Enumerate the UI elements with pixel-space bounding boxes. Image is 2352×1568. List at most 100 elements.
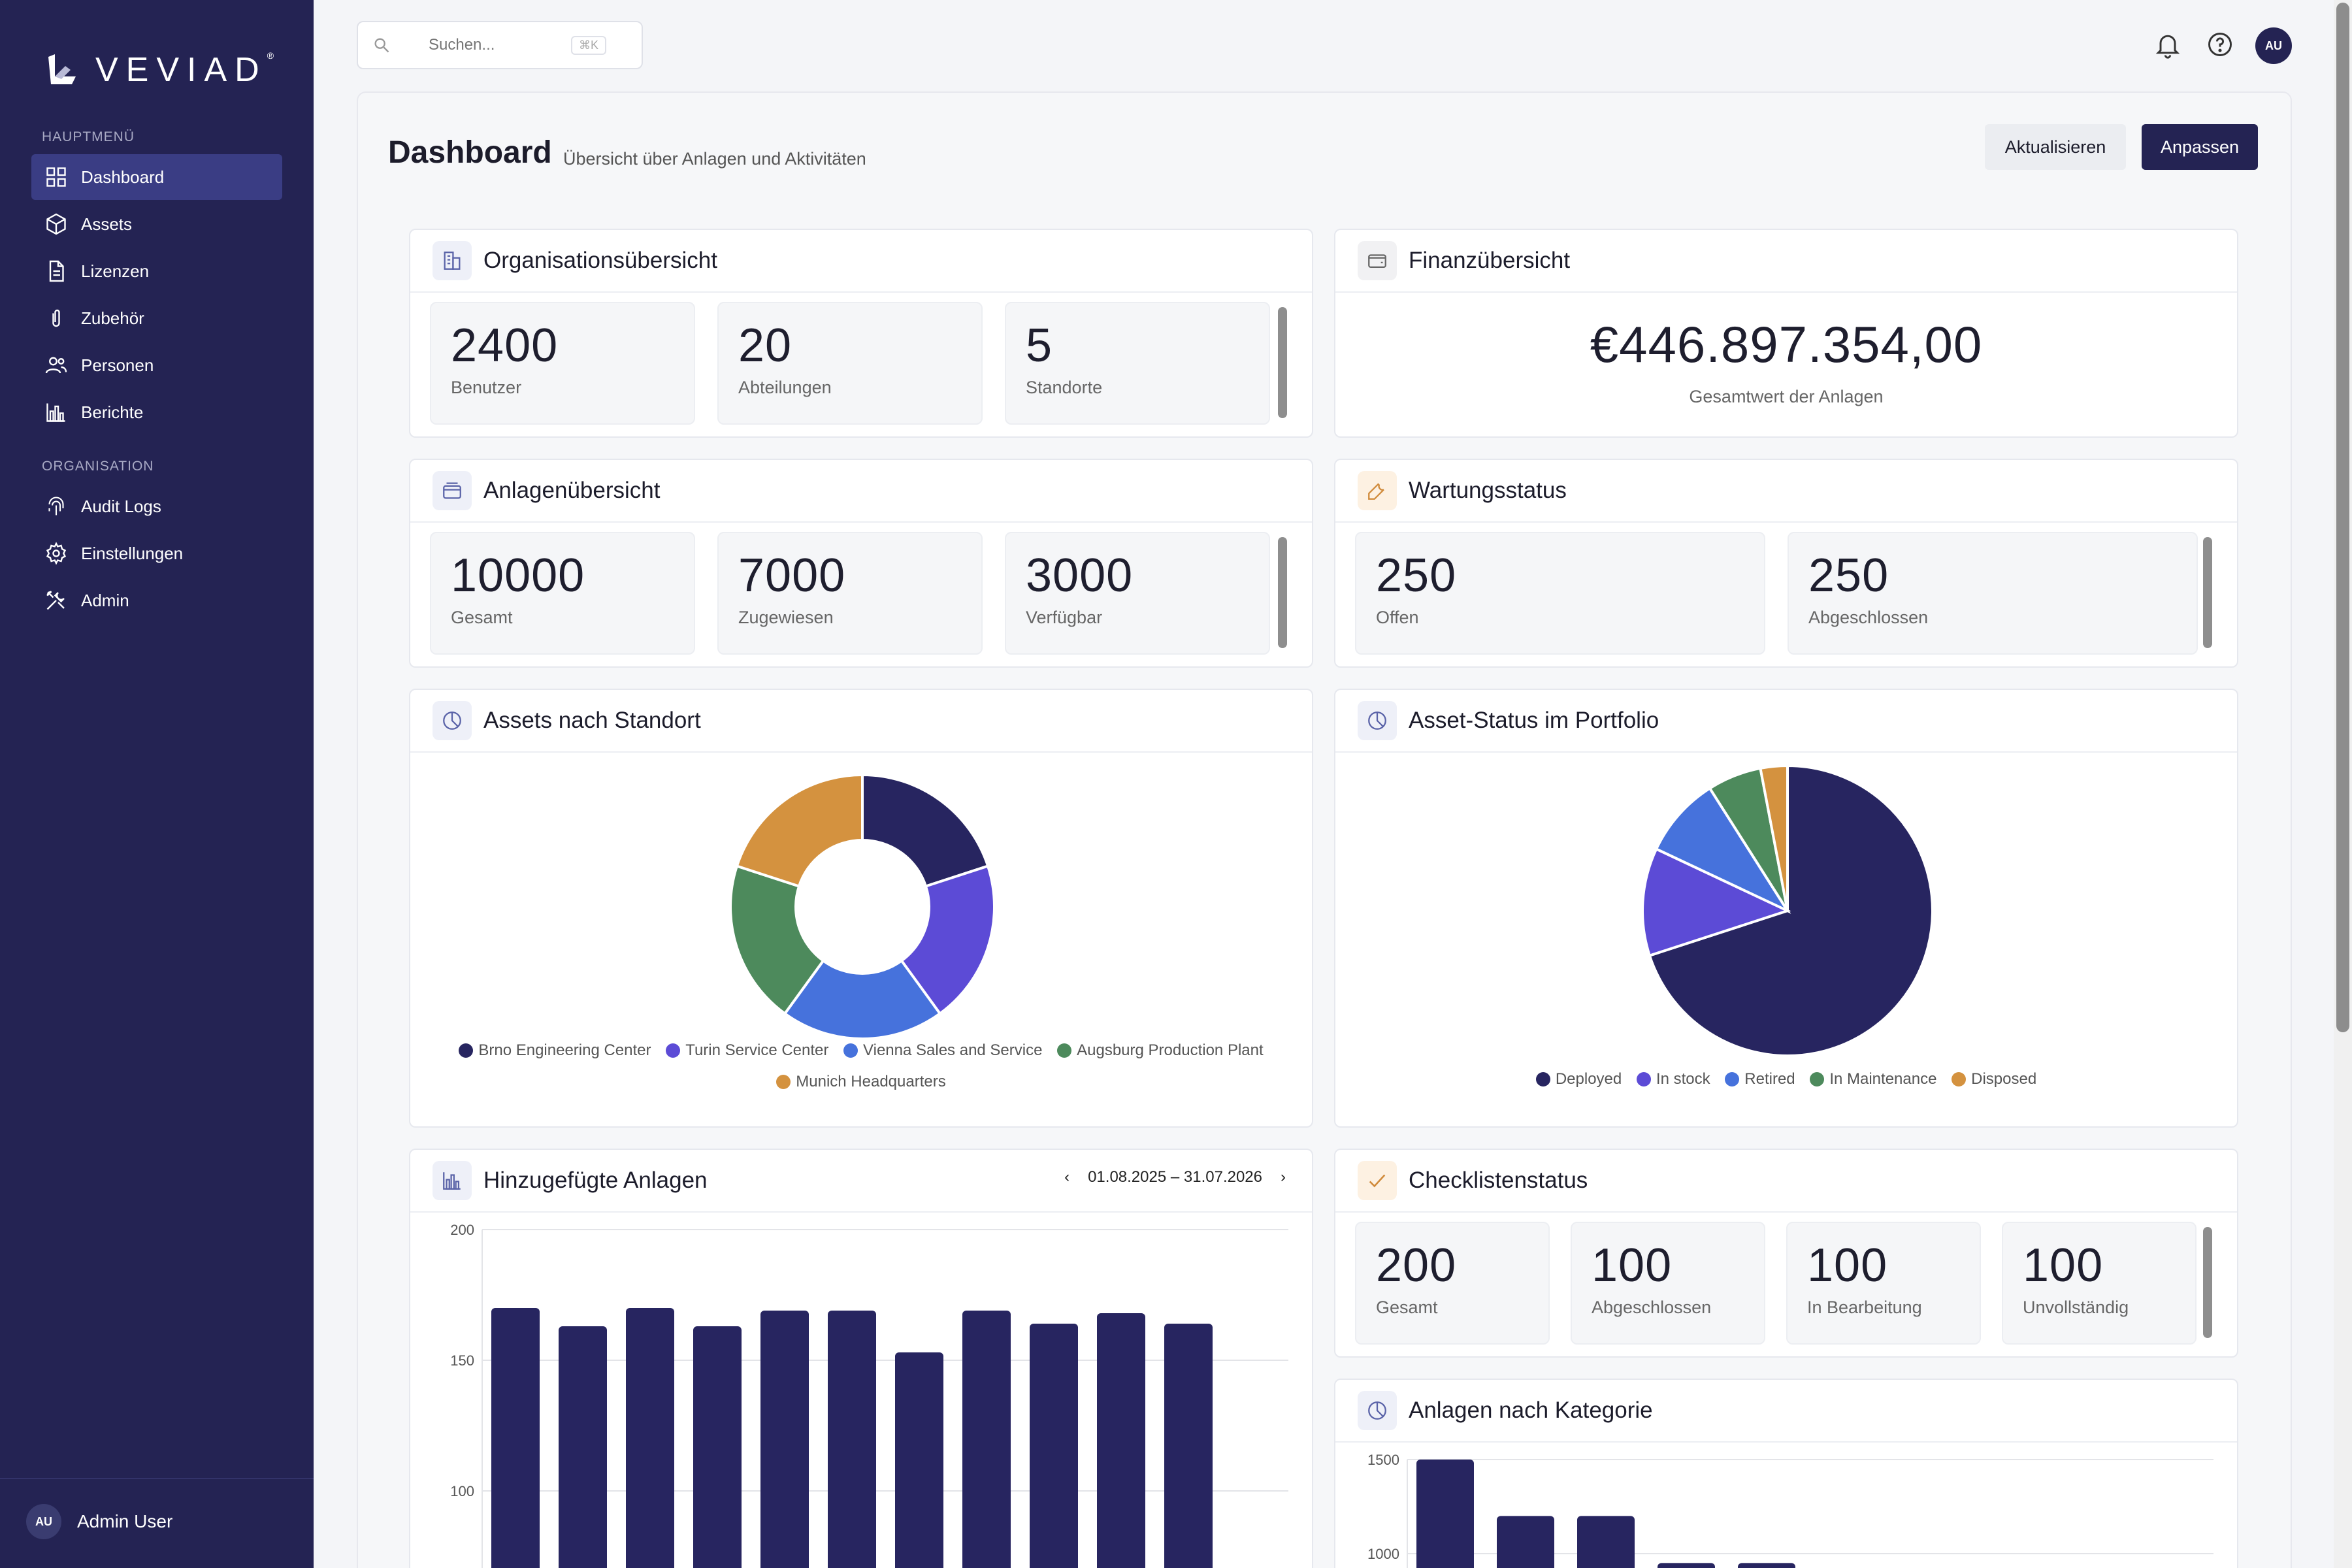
date-range-nav: ‹ 01.08.2025 – 31.07.2026 ›	[1064, 1168, 1286, 1186]
legend-item[interactable]: Disposed	[1952, 1065, 2036, 1094]
pie-slice[interactable]	[735, 773, 864, 888]
sidebar-item-label: Assets	[81, 214, 133, 234]
location-legend: Brno Engineering Center Turin Service Ce…	[423, 1036, 1299, 1099]
sidebar-item-lizenzen[interactable]: Lizenzen	[31, 248, 282, 294]
paperclip-icon	[52, 309, 60, 327]
scrollbar[interactable]	[1278, 537, 1287, 648]
pie-slice[interactable]	[1759, 764, 1789, 911]
maintenance-status-card: Wartungsstatus 250 Offen 250 Abgeschlossen	[1334, 459, 2238, 668]
legend-item[interactable]: Deployed	[1535, 1065, 1622, 1094]
bar[interactable]	[828, 1311, 876, 1568]
stat-benutzer: 2400 Benutzer	[430, 302, 695, 425]
scrollbar[interactable]	[2203, 1227, 2212, 1338]
search-input[interactable]	[429, 36, 559, 54]
bar[interactable]	[1030, 1324, 1078, 1568]
total-asset-value: €446.897.354,00	[1590, 316, 1983, 373]
bar[interactable]	[1658, 1563, 1715, 1568]
scrollbar[interactable]	[2203, 537, 2212, 648]
bar[interactable]	[1497, 1516, 1554, 1568]
stat-abteilungen: 20 Abteilungen	[717, 302, 983, 425]
refresh-button[interactable]: Aktualisieren	[1985, 124, 2126, 170]
bar[interactable]	[693, 1326, 742, 1568]
users-icon	[45, 357, 67, 374]
bar[interactable]	[895, 1352, 943, 1568]
brand-logo[interactable]: VEVIAD®	[46, 47, 274, 93]
search-box[interactable]: ⌘K	[357, 21, 643, 69]
legend-item[interactable]: Turin Service Center	[666, 1036, 828, 1065]
sidebar-item-admin[interactable]: Admin	[31, 578, 282, 623]
bar[interactable]	[559, 1326, 607, 1568]
veviad-logo-icon	[48, 54, 76, 84]
legend-item[interactable]: Brno Engineering Center	[459, 1036, 651, 1065]
bar-chart-icon	[46, 403, 65, 422]
legend-item[interactable]: Munich Headquarters	[776, 1068, 946, 1096]
chevron-left-icon[interactable]: ‹	[1064, 1168, 1070, 1186]
legend-item[interactable]: In stock	[1636, 1065, 1710, 1094]
avatar: AU	[26, 1504, 61, 1539]
wrench-icon	[1368, 483, 1384, 500]
brand-name: VEVIAD®	[95, 50, 274, 89]
document-icon	[49, 260, 64, 282]
sidebar-item-label: Lizenzen	[81, 261, 150, 281]
stat-verfuegbar: 3000 Verfügbar	[1005, 532, 1270, 655]
pie-slice[interactable]	[783, 958, 942, 1040]
bar[interactable]	[1577, 1516, 1635, 1568]
pie-slice[interactable]	[1641, 847, 1791, 958]
bar[interactable]	[1416, 1460, 1474, 1568]
bar[interactable]	[1738, 1563, 1795, 1568]
bar[interactable]	[962, 1311, 1011, 1568]
location-donut-chart	[729, 773, 996, 1040]
date-range: 01.08.2025 – 31.07.2026	[1088, 1168, 1262, 1186]
sidebar-item-label: Zubehör	[81, 308, 144, 328]
box-icon	[443, 482, 461, 499]
chevron-right-icon[interactable]: ›	[1281, 1168, 1286, 1186]
sidebar-item-personen[interactable]: Personen	[31, 342, 282, 388]
grid-icon	[46, 167, 66, 187]
pie-slice[interactable]	[861, 773, 990, 888]
assets-overview-card: Anlagenübersicht 10000 Gesamt 7000 Zugewie…	[409, 459, 1313, 668]
bar[interactable]	[1164, 1324, 1213, 1568]
sidebar-item-assets[interactable]: Assets	[31, 201, 282, 247]
bar[interactable]	[760, 1311, 809, 1568]
finance-overview-card: Finanzübersicht €446.897.354,00 Gesamtwe…	[1334, 229, 2238, 438]
sidebar-item-label: Admin	[81, 590, 129, 610]
legend-item[interactable]: In Maintenance	[1810, 1065, 1936, 1094]
card-title: Assets nach Standort	[483, 708, 701, 733]
assets-by-location-card: Assets nach Standort Brno Engineering Ce…	[409, 689, 1313, 1128]
scrollbar-thumb[interactable]	[2336, 3, 2349, 1032]
organisation-overview-card: Organisationsübersicht 2400 Benutzer 20 Ab…	[409, 229, 1313, 438]
stat-checklist-abgeschlossen: 100 Abgeschlossen	[1571, 1222, 1765, 1345]
legend-item[interactable]: Retired	[1725, 1065, 1795, 1094]
wallet-icon	[1368, 254, 1386, 269]
section-title-organisation: ORGANISATION	[42, 459, 154, 474]
legend-item[interactable]: Augsburg Production Plant	[1057, 1036, 1264, 1065]
sidebar-item-zubehoer[interactable]: Zubehör	[31, 295, 282, 341]
bar[interactable]	[491, 1308, 540, 1568]
added-assets-bar-chart: 100 150 200	[450, 1222, 1288, 1568]
bar[interactable]	[1097, 1313, 1145, 1568]
avatar[interactable]: AU	[2255, 27, 2292, 64]
card-title: Checklistenstatus	[1409, 1168, 1588, 1193]
scrollbar[interactable]	[1278, 307, 1287, 418]
stat-gesamt: 10000 Gesamt	[430, 532, 695, 655]
pie-slice[interactable]	[1648, 764, 1934, 1057]
sidebar-item-dashboard[interactable]: Dashboard	[31, 154, 282, 200]
bell-icon[interactable]	[2153, 30, 2182, 59]
legend-item[interactable]: Vienna Sales and Service	[843, 1036, 1042, 1065]
sidebar-item-berichte[interactable]: Berichte	[31, 389, 282, 435]
sidebar-item-audit-logs[interactable]: Audit Logs	[31, 483, 282, 529]
user-menu[interactable]: AU Admin User	[26, 1504, 172, 1539]
customize-button[interactable]: Anpassen	[2142, 124, 2258, 170]
card-title: Wartungsstatus	[1409, 478, 1567, 503]
card-title: Asset-Status im Portfolio	[1409, 708, 1659, 733]
pie-slice[interactable]	[729, 864, 825, 1016]
pie-slice[interactable]	[1654, 786, 1791, 914]
page-scrollbar[interactable]	[2334, 0, 2352, 1568]
pie-slice[interactable]	[900, 864, 996, 1016]
sidebar-item-einstellungen[interactable]: Einstellungen	[31, 531, 282, 576]
bar[interactable]	[626, 1308, 674, 1568]
sidebar-item-label: Personen	[81, 355, 154, 375]
sidebar-item-label: Einstellungen	[81, 543, 184, 563]
help-icon[interactable]	[2206, 30, 2234, 59]
stat-standorte: 5 Standorte	[1005, 302, 1270, 425]
